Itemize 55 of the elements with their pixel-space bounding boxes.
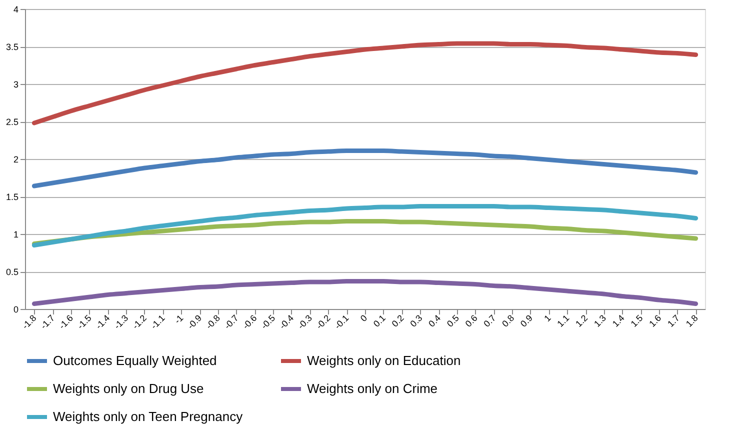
x-tick-label: -0.7 bbox=[222, 312, 240, 332]
x-tick-label: -0.9 bbox=[186, 312, 204, 332]
x-tick-label: -0.8 bbox=[204, 312, 222, 332]
x-tick-label: 1.7 bbox=[666, 312, 682, 329]
y-tick-label: 3.5 bbox=[6, 42, 18, 52]
x-tick-label: 0.7 bbox=[482, 312, 498, 329]
x-tick-label: -1.8 bbox=[20, 312, 38, 332]
y-tick-label: 0 bbox=[13, 304, 18, 314]
x-tick-label: -0.2 bbox=[314, 312, 332, 332]
y-tick-label: 4 bbox=[13, 4, 18, 14]
legend-label: Weights only on Crime bbox=[307, 381, 438, 396]
x-tick-label: -1.5 bbox=[75, 312, 94, 332]
x-tick-label: 0.6 bbox=[463, 312, 480, 329]
legend-label: Weights only on Education bbox=[307, 353, 461, 368]
line-series bbox=[32, 148, 698, 188]
x-tick-label: -0.4 bbox=[277, 312, 296, 332]
x-tick-label: -0.6 bbox=[240, 312, 259, 332]
legend-label: Weights only on Drug Use bbox=[53, 381, 204, 396]
line-series bbox=[32, 204, 698, 248]
line-series bbox=[32, 41, 698, 126]
line-series bbox=[32, 279, 698, 306]
x-tick-label: -1.7 bbox=[38, 312, 57, 332]
y-tick-label: 0.5 bbox=[6, 267, 18, 277]
x-tick-label: -1.3 bbox=[112, 312, 130, 332]
y-tick-label: 3 bbox=[13, 80, 18, 90]
x-tick-label: 0.2 bbox=[390, 312, 406, 329]
x-tick-label: 1 bbox=[542, 312, 553, 324]
x-tick-label: 0.4 bbox=[426, 312, 443, 329]
x-tick-label: 1.6 bbox=[647, 312, 664, 329]
x-tick-label: 1.1 bbox=[555, 312, 572, 329]
x-tick-label: -0.1 bbox=[332, 312, 351, 332]
y-tick-label: 1.5 bbox=[6, 192, 18, 202]
x-tick-label: 1.4 bbox=[610, 312, 626, 329]
legend-label: Weights only on Teen Pregnancy bbox=[53, 409, 244, 424]
x-tick-label: 0.5 bbox=[445, 312, 461, 329]
x-tick-label: 0.3 bbox=[408, 312, 424, 329]
x-tick-label: -0.5 bbox=[259, 312, 278, 332]
x-tick-label: 0 bbox=[358, 312, 370, 324]
legend-label: Outcomes Equally Weighted bbox=[53, 353, 217, 368]
x-tick-label: -1.2 bbox=[130, 312, 148, 332]
x-tick-label: 0.9 bbox=[518, 312, 534, 329]
x-tick-label: -1.4 bbox=[94, 312, 112, 332]
x-tick-label: -1.1 bbox=[148, 312, 167, 332]
x-tick-label: 0.1 bbox=[371, 312, 388, 329]
x-tick-label: 1.2 bbox=[574, 312, 590, 329]
x-tick-label: 1.8 bbox=[684, 312, 700, 329]
x-tick-label: -0.3 bbox=[296, 312, 314, 332]
x-tick-label: -1.6 bbox=[56, 312, 75, 332]
x-tick-label: 0.8 bbox=[500, 312, 516, 329]
x-tick-label: -1 bbox=[172, 312, 186, 326]
y-tick-label: 2 bbox=[13, 154, 18, 164]
y-tick-label: 1 bbox=[13, 230, 18, 240]
x-tick-label: 1.3 bbox=[592, 312, 608, 329]
x-tick-label: 1.5 bbox=[628, 312, 645, 329]
y-tick-label: 2.5 bbox=[6, 117, 18, 127]
